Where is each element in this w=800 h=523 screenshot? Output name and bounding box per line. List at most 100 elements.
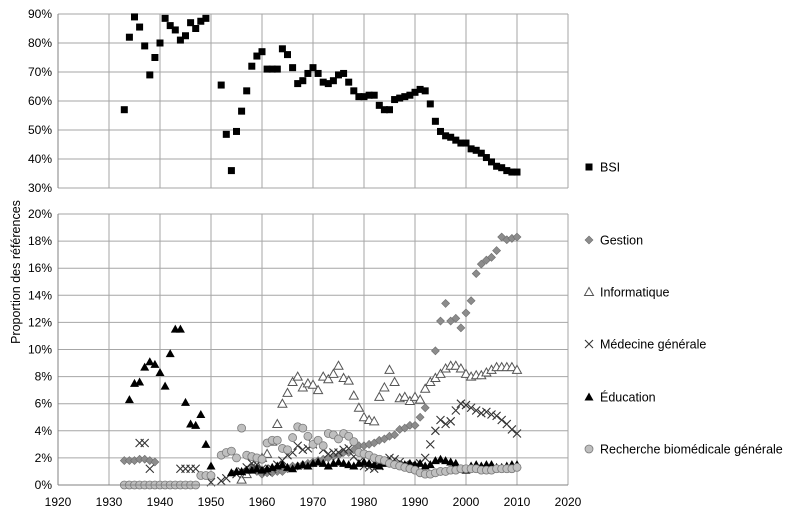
data-point xyxy=(150,457,160,467)
data-point xyxy=(303,461,313,470)
data-point xyxy=(313,435,323,445)
y-axis-title: Proportion des références xyxy=(9,200,23,344)
data-point xyxy=(353,402,365,412)
data-point xyxy=(328,368,339,378)
data-point xyxy=(431,426,440,436)
data-point xyxy=(318,458,328,467)
data-point xyxy=(466,296,476,306)
data-point xyxy=(369,460,379,469)
x-tick-label: 1960 xyxy=(249,495,276,509)
data-point xyxy=(181,397,190,406)
data-point xyxy=(446,416,456,426)
data-point xyxy=(238,107,246,115)
data-point xyxy=(309,64,317,72)
y-tick-label: 8% xyxy=(35,370,53,384)
legend-label: BSI xyxy=(600,161,620,175)
data-point xyxy=(488,158,495,166)
y-tick-label: 80% xyxy=(28,36,52,50)
data-point xyxy=(350,87,358,95)
data-point xyxy=(384,364,395,374)
data-point xyxy=(460,368,472,378)
legend-item-medecine-generale: Médecine générale xyxy=(584,338,706,352)
data-point xyxy=(345,78,353,86)
x-tick-label: 1970 xyxy=(300,495,327,509)
data-point xyxy=(322,373,334,384)
data-point xyxy=(339,458,349,467)
data-point xyxy=(334,457,343,466)
data-point xyxy=(446,457,456,466)
legend-label: Médecine générale xyxy=(600,338,706,352)
data-point xyxy=(497,415,507,425)
legend-item-recherche-biomedicale-generale: Recherche biomédicale générale xyxy=(584,443,783,457)
data-point xyxy=(271,418,283,429)
data-point xyxy=(292,371,304,381)
y-tick-label: 12% xyxy=(28,315,52,329)
data-point xyxy=(277,460,287,469)
data-point xyxy=(451,313,461,323)
data-point xyxy=(182,32,189,40)
data-point xyxy=(334,448,343,457)
data-point xyxy=(344,431,354,441)
data-point xyxy=(399,391,411,401)
data-point xyxy=(462,139,470,147)
data-point xyxy=(508,168,516,176)
data-point xyxy=(441,419,450,429)
data-point xyxy=(226,446,236,456)
data-point xyxy=(498,164,506,172)
data-point xyxy=(391,96,399,104)
data-point xyxy=(466,403,476,413)
data-point xyxy=(339,445,348,455)
x-tick-label: 2000 xyxy=(453,495,480,509)
x-tick-label: 1980 xyxy=(351,495,378,509)
data-point xyxy=(451,458,461,467)
data-point xyxy=(313,457,323,466)
series-bsi xyxy=(120,13,521,176)
y-tick-label: 30% xyxy=(28,181,52,195)
data-point xyxy=(283,462,292,471)
data-point xyxy=(411,88,419,96)
x-tick-label: 1940 xyxy=(147,495,174,509)
data-point xyxy=(441,456,451,465)
data-point xyxy=(186,419,196,428)
data-point xyxy=(340,69,348,77)
data-point xyxy=(396,94,404,102)
data-point xyxy=(314,69,322,77)
data-point xyxy=(375,101,383,109)
data-point xyxy=(493,162,501,170)
data-point xyxy=(457,139,465,147)
data-point xyxy=(390,430,400,440)
legend-label: Gestion xyxy=(600,234,643,248)
data-point xyxy=(360,93,368,101)
data-point xyxy=(355,93,363,101)
top-panel-bsi: 30% 40% 50% 60% 70% 80% 90% xyxy=(28,7,569,195)
data-point xyxy=(487,410,496,419)
data-point xyxy=(289,64,297,72)
data-point xyxy=(410,420,420,430)
data-point xyxy=(472,146,480,154)
data-point xyxy=(298,460,308,469)
data-point xyxy=(257,454,267,464)
data-point xyxy=(236,474,247,484)
data-point xyxy=(293,441,303,451)
data-point xyxy=(456,399,466,409)
x-tick-label: 1950 xyxy=(198,495,225,509)
data-point xyxy=(304,69,312,77)
bottom-panel: 0% 2% 4% 6% 8% 10% 12% 14% 16% 18% 20% xyxy=(28,207,569,492)
data-point xyxy=(511,364,523,374)
data-point xyxy=(406,91,414,99)
data-point xyxy=(273,65,281,73)
data-point xyxy=(365,91,373,99)
data-point xyxy=(368,415,380,426)
data-point xyxy=(370,91,378,99)
data-point xyxy=(140,438,150,448)
data-point xyxy=(461,400,471,410)
data-point xyxy=(324,80,332,88)
x-tick-label: 2010 xyxy=(504,495,531,509)
legend-item-bsi: BSI xyxy=(585,161,620,175)
data-point xyxy=(323,449,333,459)
data-point xyxy=(216,476,226,486)
data-point xyxy=(243,87,251,95)
y-tick-label: 6% xyxy=(35,397,53,411)
data-point xyxy=(436,415,445,425)
data-point xyxy=(338,372,349,382)
